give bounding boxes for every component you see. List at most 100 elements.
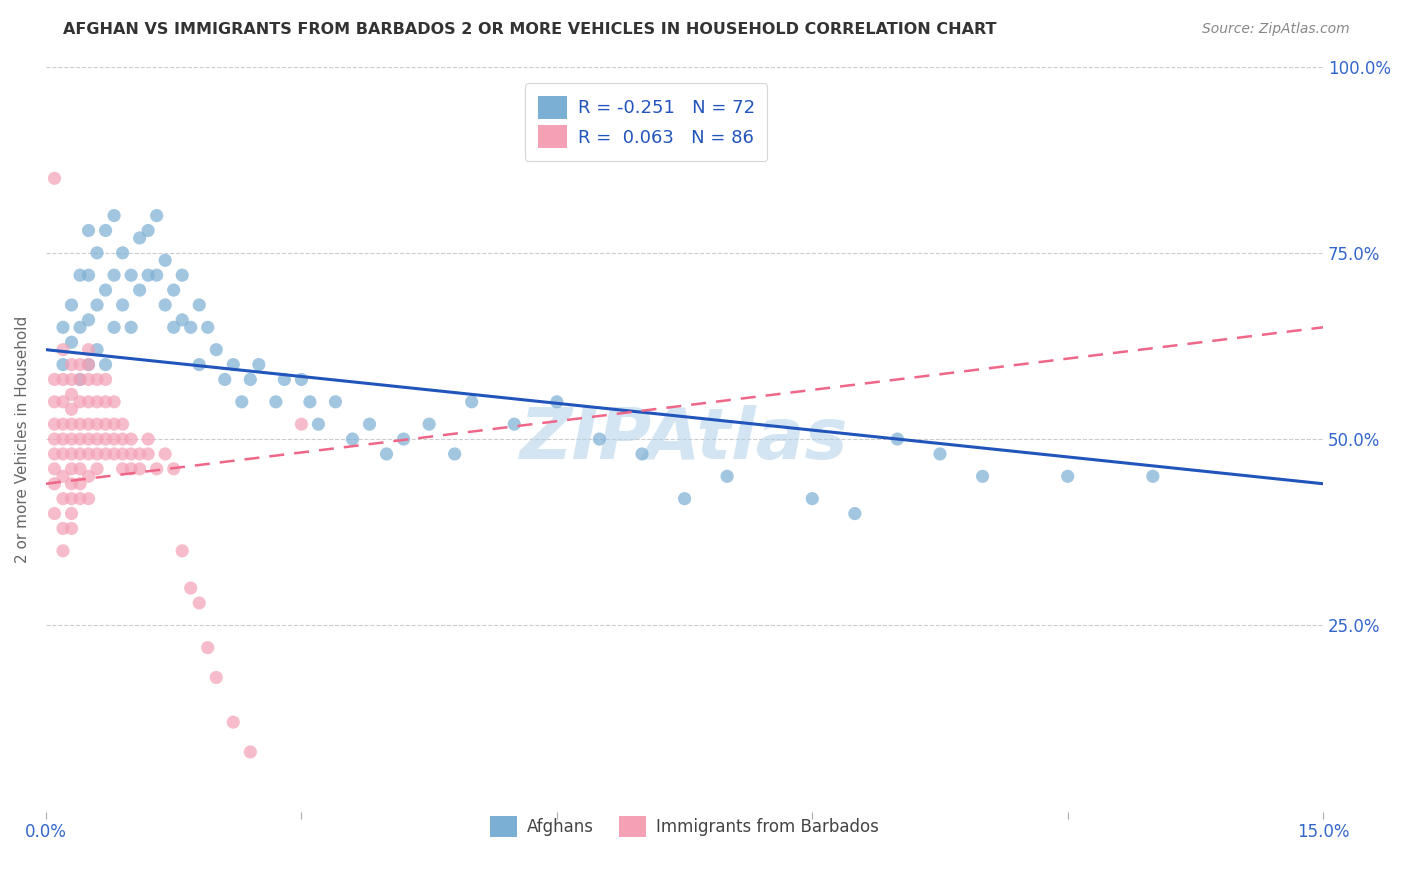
- Point: [188, 596, 211, 610]
- Point: [120, 432, 142, 446]
- Point: [222, 715, 245, 730]
- Point: [172, 313, 194, 327]
- Text: ZIPAtlas: ZIPAtlas: [520, 405, 849, 474]
- Point: [77, 313, 100, 327]
- Point: [77, 358, 100, 372]
- Point: [77, 417, 100, 432]
- Point: [69, 462, 91, 476]
- Point: [153, 447, 176, 461]
- Point: [163, 462, 186, 476]
- Point: [77, 268, 100, 282]
- Point: [111, 462, 134, 476]
- Point: [52, 491, 75, 506]
- Point: [673, 491, 696, 506]
- Point: [239, 372, 262, 386]
- Point: [69, 372, 91, 386]
- Point: [86, 417, 108, 432]
- Point: [86, 432, 108, 446]
- Point: [86, 372, 108, 386]
- Point: [69, 372, 91, 386]
- Point: [60, 491, 83, 506]
- Y-axis label: 2 or more Vehicles in Household: 2 or more Vehicles in Household: [15, 316, 30, 563]
- Point: [52, 343, 75, 357]
- Point: [86, 298, 108, 312]
- Point: [231, 394, 253, 409]
- Point: [111, 245, 134, 260]
- Point: [103, 417, 125, 432]
- Point: [111, 447, 134, 461]
- Point: [103, 320, 125, 334]
- Point: [77, 372, 100, 386]
- Point: [298, 394, 321, 409]
- Point: [103, 447, 125, 461]
- Point: [844, 507, 866, 521]
- Point: [546, 394, 568, 409]
- Point: [128, 283, 150, 297]
- Point: [44, 507, 66, 521]
- Point: [77, 469, 100, 483]
- Point: [120, 447, 142, 461]
- Point: [60, 432, 83, 446]
- Point: [60, 476, 83, 491]
- Point: [94, 394, 117, 409]
- Point: [86, 462, 108, 476]
- Point: [69, 432, 91, 446]
- Point: [69, 268, 91, 282]
- Point: [128, 231, 150, 245]
- Point: [239, 745, 262, 759]
- Point: [77, 447, 100, 461]
- Point: [52, 417, 75, 432]
- Point: [111, 432, 134, 446]
- Point: [247, 358, 270, 372]
- Point: [136, 268, 159, 282]
- Point: [188, 298, 211, 312]
- Point: [94, 283, 117, 297]
- Point: [86, 447, 108, 461]
- Point: [52, 447, 75, 461]
- Point: [128, 447, 150, 461]
- Point: [60, 335, 83, 350]
- Point: [145, 462, 167, 476]
- Point: [153, 298, 176, 312]
- Point: [443, 447, 465, 461]
- Point: [929, 447, 952, 461]
- Point: [716, 469, 738, 483]
- Point: [163, 283, 186, 297]
- Point: [136, 447, 159, 461]
- Legend: Afghans, Immigrants from Barbados: Afghans, Immigrants from Barbados: [484, 809, 886, 844]
- Point: [94, 432, 117, 446]
- Point: [120, 320, 142, 334]
- Point: [972, 469, 994, 483]
- Point: [44, 372, 66, 386]
- Point: [188, 358, 211, 372]
- Point: [801, 491, 824, 506]
- Point: [307, 417, 329, 432]
- Point: [886, 432, 908, 446]
- Point: [69, 447, 91, 461]
- Point: [503, 417, 526, 432]
- Point: [197, 640, 219, 655]
- Point: [120, 268, 142, 282]
- Point: [290, 417, 312, 432]
- Point: [52, 469, 75, 483]
- Text: AFGHAN VS IMMIGRANTS FROM BARBADOS 2 OR MORE VEHICLES IN HOUSEHOLD CORRELATION C: AFGHAN VS IMMIGRANTS FROM BARBADOS 2 OR …: [63, 22, 997, 37]
- Point: [325, 394, 347, 409]
- Point: [94, 358, 117, 372]
- Point: [44, 171, 66, 186]
- Point: [172, 543, 194, 558]
- Point: [264, 394, 287, 409]
- Point: [86, 343, 108, 357]
- Point: [103, 394, 125, 409]
- Point: [197, 320, 219, 334]
- Point: [94, 417, 117, 432]
- Point: [86, 394, 108, 409]
- Point: [77, 491, 100, 506]
- Point: [153, 253, 176, 268]
- Point: [52, 432, 75, 446]
- Point: [60, 358, 83, 372]
- Point: [180, 320, 202, 334]
- Point: [111, 298, 134, 312]
- Point: [69, 491, 91, 506]
- Point: [172, 268, 194, 282]
- Point: [128, 462, 150, 476]
